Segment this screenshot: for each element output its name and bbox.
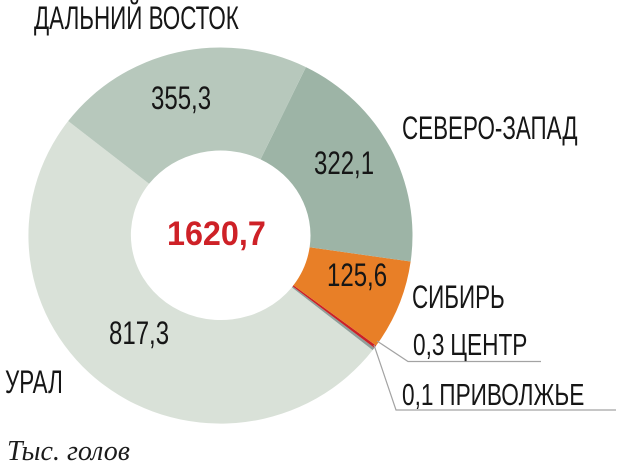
donut-segment-sibir [293, 247, 411, 346]
segment-value-severo-zapad: 322,1 [314, 145, 375, 181]
center-total-value: 1620,7 [167, 215, 266, 253]
donut-segment-privolzhye [291, 286, 375, 351]
segment-label-dalniy-vostok: ДАЛЬНИЙ ВОСТОК [34, 0, 239, 36]
callout-label-privolzhye: 0,1 ПРИВОЛЖЬЕ [402, 379, 620, 410]
segment-label-ural: УРАЛ [5, 364, 63, 400]
donut-segment-severo-zapad [260, 67, 413, 262]
callout-region-privolzhye: ПРИВОЛЖЬЕ [439, 377, 585, 412]
segment-label-severo-zapad: СЕВЕРО-ЗАПАД [402, 110, 578, 146]
donut-segment-tsentr [292, 285, 377, 348]
callout-region-tsentr: ЦЕНТР [450, 327, 528, 362]
segment-value-ural: 817,3 [109, 315, 170, 351]
segment-label-sibir: СИБИРЬ [412, 279, 505, 315]
units-footnote: Тыс. голов [7, 436, 130, 467]
segment-value-sibir: 125,6 [327, 257, 388, 293]
callout-line-privolzhye [373, 344, 616, 411]
callout-value-tsentr: 0,3 [413, 327, 445, 362]
donut-segment-ural [28, 121, 373, 424]
segment-value-dalniy-vostok: 355,3 [151, 80, 212, 116]
callout-value-privolzhye: 0,1 [402, 377, 434, 412]
callout-line-tsentr [376, 340, 541, 363]
callout-label-tsentr: 0,3 ЦЕНТР [413, 329, 570, 360]
donut-segment-dalniy-vostok [68, 47, 306, 184]
